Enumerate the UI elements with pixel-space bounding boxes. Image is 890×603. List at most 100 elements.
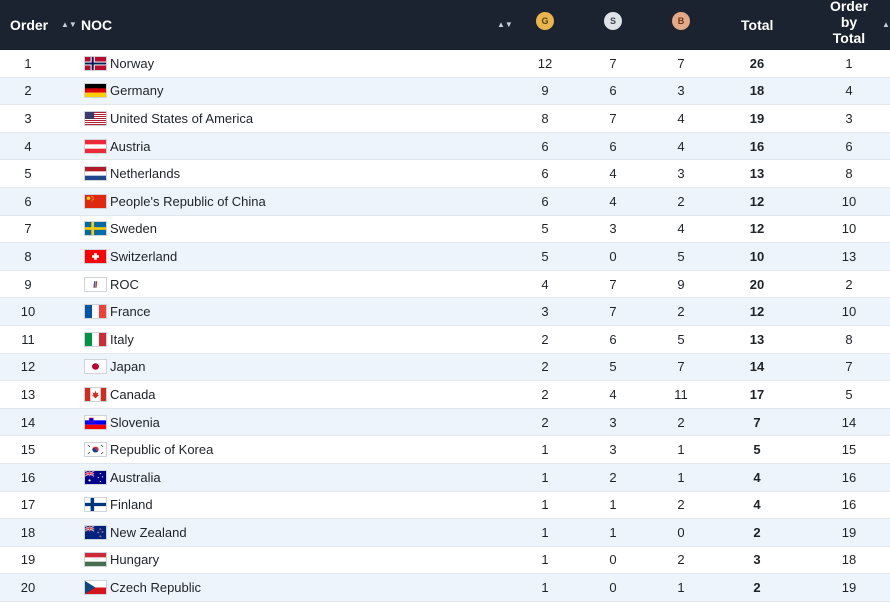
total-count: 13 <box>749 166 765 182</box>
silver-medal-icon[interactable]: S <box>604 12 622 30</box>
order-by-total-cell: 10 <box>841 304 857 320</box>
table-row[interactable]: 5 Netherlands 6 4 3 13 8 <box>0 160 890 188</box>
table-row[interactable]: 12 Japan 2 5 7 14 7 <box>0 353 890 382</box>
silver-count: 4 <box>609 193 617 209</box>
korea-flag <box>84 436 107 463</box>
total-count: 12 <box>749 193 765 209</box>
silver-count: 3 <box>609 414 617 430</box>
order-by-total-cell: 5 <box>845 386 853 402</box>
table-row[interactable]: 3 United States of America 8 7 4 19 3 <box>0 105 890 133</box>
total-count: 2 <box>753 580 761 596</box>
table-row[interactable]: 18 New Zealand 1 1 0 2 19 <box>0 519 890 547</box>
noc-link[interactable]: Netherlands <box>110 166 181 182</box>
noc-link[interactable]: Canada <box>110 386 156 402</box>
table-row[interactable]: 1 Norway 12 7 7 26 1 <box>0 50 890 78</box>
noc-link[interactable]: New Zealand <box>110 524 187 540</box>
total-column-header[interactable]: Total <box>741 17 774 33</box>
silver-count: 2 <box>609 469 617 485</box>
noc-link[interactable]: Austria <box>110 138 151 154</box>
gold-count: 12 <box>537 55 553 71</box>
gold-count: 2 <box>541 359 549 375</box>
order-cell: 16 <box>20 469 36 485</box>
new-zealand-flag <box>84 519 107 546</box>
table-row[interactable]: 7 Sweden 5 3 4 12 10 <box>0 216 890 244</box>
noc-link[interactable]: Sweden <box>110 221 157 237</box>
order-by-total-cell: 8 <box>845 331 853 347</box>
gold-count: 1 <box>541 497 549 513</box>
gold-count: 5 <box>541 248 549 264</box>
silver-count: 3 <box>609 442 617 458</box>
noc-sort-icon[interactable]: ▲▼ <box>497 20 513 29</box>
table-row[interactable]: 17 Finland 1 1 2 4 16 <box>0 492 890 520</box>
noc-link[interactable]: ROC <box>110 276 139 292</box>
order-cell: 11 <box>21 331 35 347</box>
bronze-medal-icon[interactable]: B <box>672 12 690 30</box>
total-count: 12 <box>749 304 765 320</box>
silver-count: 6 <box>609 331 617 347</box>
table-row[interactable]: 14 Slovenia 2 3 2 7 14 <box>0 408 890 437</box>
gold-count: 6 <box>541 166 549 182</box>
gold-count: 1 <box>541 442 549 458</box>
noc-link[interactable]: United States of America <box>110 110 254 126</box>
bronze-count: 0 <box>677 524 685 540</box>
table-row[interactable]: 15 Republic of Korea 1 3 1 5 15 <box>0 436 890 464</box>
table-row[interactable]: 13 Canada 2 4 11 17 5 <box>0 381 890 409</box>
order-cell: 13 <box>20 386 36 402</box>
bronze-count: 3 <box>677 166 685 182</box>
order-by-total-header-line: Order <box>829 0 869 14</box>
bronze-count: 2 <box>677 193 685 209</box>
table-row[interactable]: 10 France 3 7 2 12 10 <box>0 298 890 326</box>
bronze-count: 1 <box>677 469 685 485</box>
bronze-count: 7 <box>677 55 685 71</box>
total-count: 14 <box>749 359 765 375</box>
order-by-total-cell: 16 <box>841 469 857 485</box>
table-row[interactable]: 8 Switzerland 5 0 5 10 13 <box>0 243 890 271</box>
table-row[interactable]: 2 Germany 9 6 3 18 4 <box>0 77 890 106</box>
noc-link[interactable]: Germany <box>110 83 164 99</box>
order-column-header[interactable]: Order <box>10 17 49 33</box>
table-row[interactable]: 20 Czech Republic 1 0 1 2 19 <box>0 574 890 602</box>
noc-link[interactable]: Republic of Korea <box>110 442 214 458</box>
silver-count: 3 <box>609 221 617 237</box>
noc-link[interactable]: Switzerland <box>110 248 178 264</box>
order-cell: 12 <box>20 359 36 375</box>
order-by-total-column-header[interactable]: Order by Total <box>822 0 876 50</box>
order-cell: 8 <box>24 248 32 264</box>
total-count: 10 <box>749 248 765 264</box>
bronze-count: 7 <box>677 359 685 375</box>
order-cell: 15 <box>20 442 36 458</box>
noc-column-header[interactable]: NOC <box>81 17 113 33</box>
order-by-total-cell: 6 <box>845 138 853 154</box>
order-by-total-cell: 13 <box>841 248 857 264</box>
table-row[interactable]: 4 Austria 6 6 4 16 6 <box>0 132 890 161</box>
gold-count: 8 <box>541 110 549 126</box>
gold-medal-icon[interactable]: G <box>536 12 554 30</box>
bronze-count: 4 <box>677 221 685 237</box>
order-by-total-cell: 10 <box>841 221 857 237</box>
bronze-count: 3 <box>677 83 685 99</box>
noc-link[interactable]: Slovenia <box>110 414 160 430</box>
noc-link[interactable]: Norway <box>110 55 155 71</box>
order-sort-icon[interactable]: ▲▼ <box>61 20 77 29</box>
order-by-total-cell: 19 <box>841 580 857 596</box>
noc-link[interactable]: Japan <box>110 359 146 375</box>
noc-link[interactable]: Finland <box>110 497 153 513</box>
order-cell: 1 <box>24 55 32 71</box>
order-by-total-sort-icon[interactable]: ▲▼ <box>882 20 890 29</box>
noc-link[interactable]: France <box>110 304 151 320</box>
noc-link[interactable]: Italy <box>110 331 134 347</box>
order-by-total-cell: 18 <box>841 552 857 568</box>
table-row[interactable]: 6 People's Republic of China 6 4 2 12 10 <box>0 187 890 216</box>
noc-link[interactable]: Hungary <box>110 552 160 568</box>
noc-link[interactable]: Australia <box>110 469 161 485</box>
gold-count: 9 <box>541 83 549 99</box>
table-row[interactable]: 9 ROC 4 7 9 20 2 <box>0 271 890 299</box>
table-row[interactable]: 19 Hungary 1 0 2 3 18 <box>0 547 890 575</box>
table-row[interactable]: 16 Australia 1 2 1 4 16 <box>0 463 890 492</box>
order-cell: 14 <box>20 414 36 430</box>
noc-link[interactable]: People's Republic of China <box>110 193 266 209</box>
order-by-total-cell: 7 <box>845 359 853 375</box>
table-row[interactable]: 11 Italy 2 6 5 13 8 <box>0 326 890 354</box>
gold-count: 1 <box>541 552 549 568</box>
noc-link[interactable]: Czech Republic <box>110 580 202 596</box>
